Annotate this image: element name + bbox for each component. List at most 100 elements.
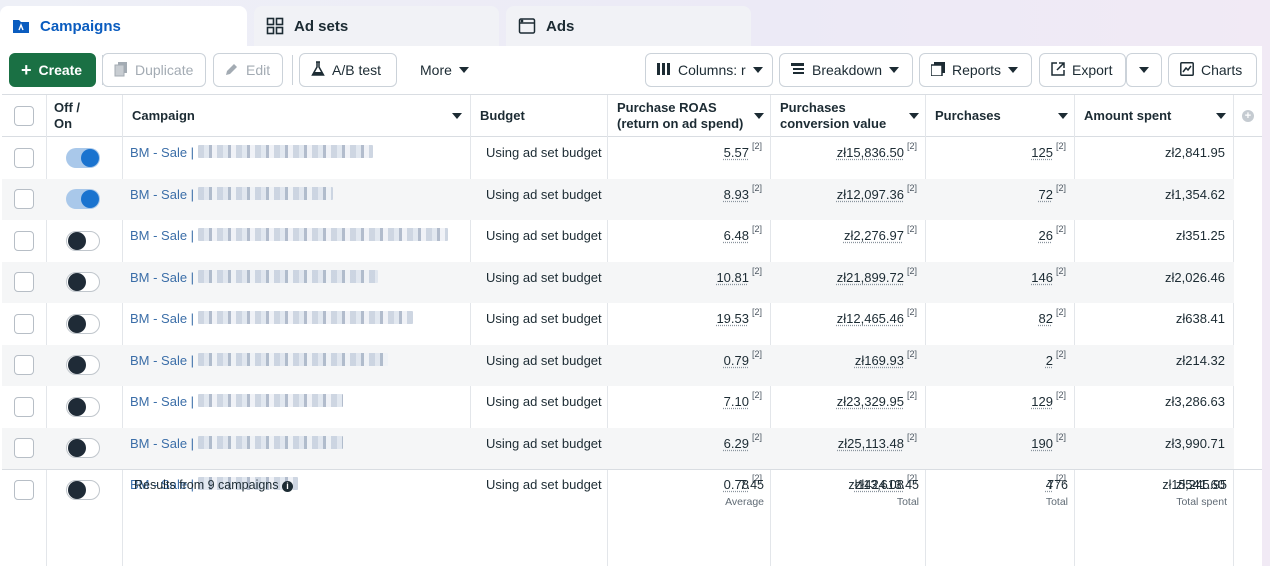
conversion-value[interactable]: zł169.93: [855, 353, 904, 368]
table-row[interactable]: BM - Sale | Using ad set budget 10.81 [2] zł…: [2, 262, 1234, 304]
purchases-value[interactable]: 82: [1039, 311, 1053, 326]
toolbar: + Create Duplicate Edit A/B test More: [0, 46, 1262, 94]
footnote-marker: [2]: [1056, 224, 1066, 234]
row-checkbox[interactable]: [14, 272, 34, 292]
col-conversion-value[interactable]: Purchases conversion value: [770, 95, 925, 137]
tab-campaigns[interactable]: Campaigns: [0, 6, 247, 46]
campaign-toggle[interactable]: [66, 231, 100, 251]
campaign-toggle[interactable]: [66, 355, 100, 375]
purchase-roas-value[interactable]: 6.29: [724, 436, 749, 451]
campaign-toggle[interactable]: [66, 189, 100, 209]
col-purchase-roas-label: Purchase ROAS (return on ad spend): [617, 100, 743, 132]
campaign-name-link[interactable]: BM - Sale |: [130, 270, 194, 285]
campaign-toggle[interactable]: [66, 438, 100, 458]
campaign-toggle[interactable]: [66, 397, 100, 417]
add-column-button[interactable]: +: [1234, 95, 1262, 137]
conversion-value-cell: zł15,836.50 [2]: [770, 137, 925, 178]
col-off-on[interactable]: Off / On: [46, 95, 122, 137]
table-row[interactable]: BM - Sale | Using ad set budget 0.79 [2] zł1…: [2, 345, 1234, 387]
row-checkbox[interactable]: [14, 397, 34, 417]
conversion-value[interactable]: zł23,329.95: [837, 394, 904, 409]
table-row[interactable]: BM - Sale | Using ad set budget 6.29 [2] zł2…: [2, 428, 1234, 470]
columns-button[interactable]: Columns: r: [645, 53, 773, 87]
create-button[interactable]: + Create: [9, 53, 96, 87]
ab-test-button[interactable]: A/B test: [299, 53, 397, 87]
duplicate-button[interactable]: Duplicate: [102, 53, 206, 87]
table-row[interactable]: BM - Sale | Using ad set budget 19.53 [2] zł…: [2, 303, 1234, 345]
tab-ads[interactable]: Ads: [506, 6, 751, 46]
purchases-value[interactable]: 129: [1031, 394, 1053, 409]
tab-bar: Campaigns Ad sets Ads: [0, 0, 1270, 46]
row-checkbox[interactable]: [14, 189, 34, 209]
purchase-roas-value[interactable]: 10.81: [716, 270, 749, 285]
reports-button[interactable]: Reports: [919, 53, 1032, 87]
campaign-name-link[interactable]: BM - Sale |: [130, 353, 194, 368]
conversion-value[interactable]: zł25,113.48: [838, 436, 904, 451]
purchases-value[interactable]: 125: [1031, 145, 1053, 160]
row-checkbox[interactable]: [14, 148, 34, 168]
campaign-name-link[interactable]: BM - Sale |: [130, 311, 194, 326]
conversion-value[interactable]: zł21,899.72: [837, 270, 904, 285]
duplicate-icon: [114, 61, 128, 80]
duplicate-label: Duplicate: [135, 62, 193, 78]
table-row[interactable]: BM - Sale | Using ad set budget 8.93 [2] zł1…: [2, 179, 1234, 221]
breakdown-button[interactable]: Breakdown: [779, 53, 913, 87]
footer-roas: 7.45: [607, 478, 764, 492]
col-budget[interactable]: Budget: [470, 95, 606, 137]
export-button[interactable]: Export: [1039, 53, 1126, 87]
row-select-cell: [2, 179, 46, 220]
purchase-roas-value[interactable]: 0.79: [724, 353, 749, 368]
campaign-toggle[interactable]: [66, 314, 100, 334]
purchase-roas-value[interactable]: 5.57: [724, 145, 749, 160]
footnote-marker: [2]: [907, 390, 917, 400]
campaign-toggle[interactable]: [66, 272, 100, 292]
budget-cell: Using ad set budget: [486, 386, 606, 427]
purchase-roas-value[interactable]: 19.53: [716, 311, 749, 326]
table-row[interactable]: BM - Sale | Using ad set budget 6.48 [2] zł2…: [2, 220, 1234, 262]
table-row[interactable]: BM - Sale | Using ad set budget 5.57 [2] zł1…: [2, 137, 1234, 179]
campaign-toggle[interactable]: [66, 148, 100, 168]
conversion-value-cell: zł23,329.95 [2]: [770, 386, 925, 427]
purchases-value[interactable]: 72: [1039, 187, 1053, 202]
col-purchases[interactable]: Purchases: [925, 95, 1074, 137]
campaign-name-link[interactable]: BM - Sale |: [130, 187, 194, 202]
charts-button[interactable]: Charts: [1168, 53, 1257, 87]
row-checkbox[interactable]: [14, 231, 34, 251]
info-icon[interactable]: i: [282, 481, 293, 492]
campaign-name-link[interactable]: BM - Sale |: [130, 145, 194, 160]
col-amount-spent[interactable]: Amount spent: [1074, 95, 1232, 137]
export-options-button[interactable]: [1126, 53, 1162, 87]
purchases-cell: 72 [2]: [925, 179, 1074, 220]
tab-ad-sets[interactable]: Ad sets: [254, 6, 499, 46]
table-row[interactable]: BM - Sale | Using ad set budget 7.10 [2] zł2…: [2, 386, 1234, 428]
col-campaign[interactable]: Campaign: [122, 95, 470, 137]
purchases-value[interactable]: 2: [1046, 353, 1053, 368]
campaign-name-link[interactable]: BM - Sale |: [130, 394, 194, 409]
row-toggle-cell: [66, 386, 106, 427]
purchases-value[interactable]: 146: [1031, 270, 1053, 285]
select-all-checkbox[interactable]: [14, 106, 34, 126]
conversion-value[interactable]: zł12,097.36: [837, 187, 904, 202]
purchases-value[interactable]: 190: [1031, 436, 1053, 451]
redacted-name: [198, 187, 333, 200]
edit-button[interactable]: Edit: [213, 53, 283, 87]
purchase-roas-cell: 7.10 [2]: [607, 386, 770, 427]
purchases-value[interactable]: 26: [1039, 228, 1053, 243]
conversion-value[interactable]: zł15,836.50: [837, 145, 904, 160]
row-checkbox[interactable]: [14, 355, 34, 375]
purchase-roas-value[interactable]: 6.48: [724, 228, 749, 243]
row-checkbox[interactable]: [14, 314, 34, 334]
footnote-marker: [2]: [907, 349, 917, 359]
campaign-name-cell: BM - Sale |: [130, 303, 470, 344]
purchase-roas-value[interactable]: 8.93: [724, 187, 749, 202]
purchases-cell: 146 [2]: [925, 262, 1074, 303]
col-purchase-roas[interactable]: Purchase ROAS (return on ad spend): [607, 95, 770, 137]
row-checkbox[interactable]: [14, 438, 34, 458]
campaign-name-link[interactable]: BM - Sale |: [130, 228, 194, 243]
conversion-value[interactable]: zł2,276.97: [844, 228, 904, 243]
conversion-value[interactable]: zł12,465.46: [837, 311, 904, 326]
purchase-roas-value[interactable]: 7.10: [724, 394, 749, 409]
campaign-name-link[interactable]: BM - Sale |: [130, 436, 194, 451]
more-button[interactable]: More: [408, 53, 478, 87]
row-toggle-cell: [66, 262, 106, 303]
